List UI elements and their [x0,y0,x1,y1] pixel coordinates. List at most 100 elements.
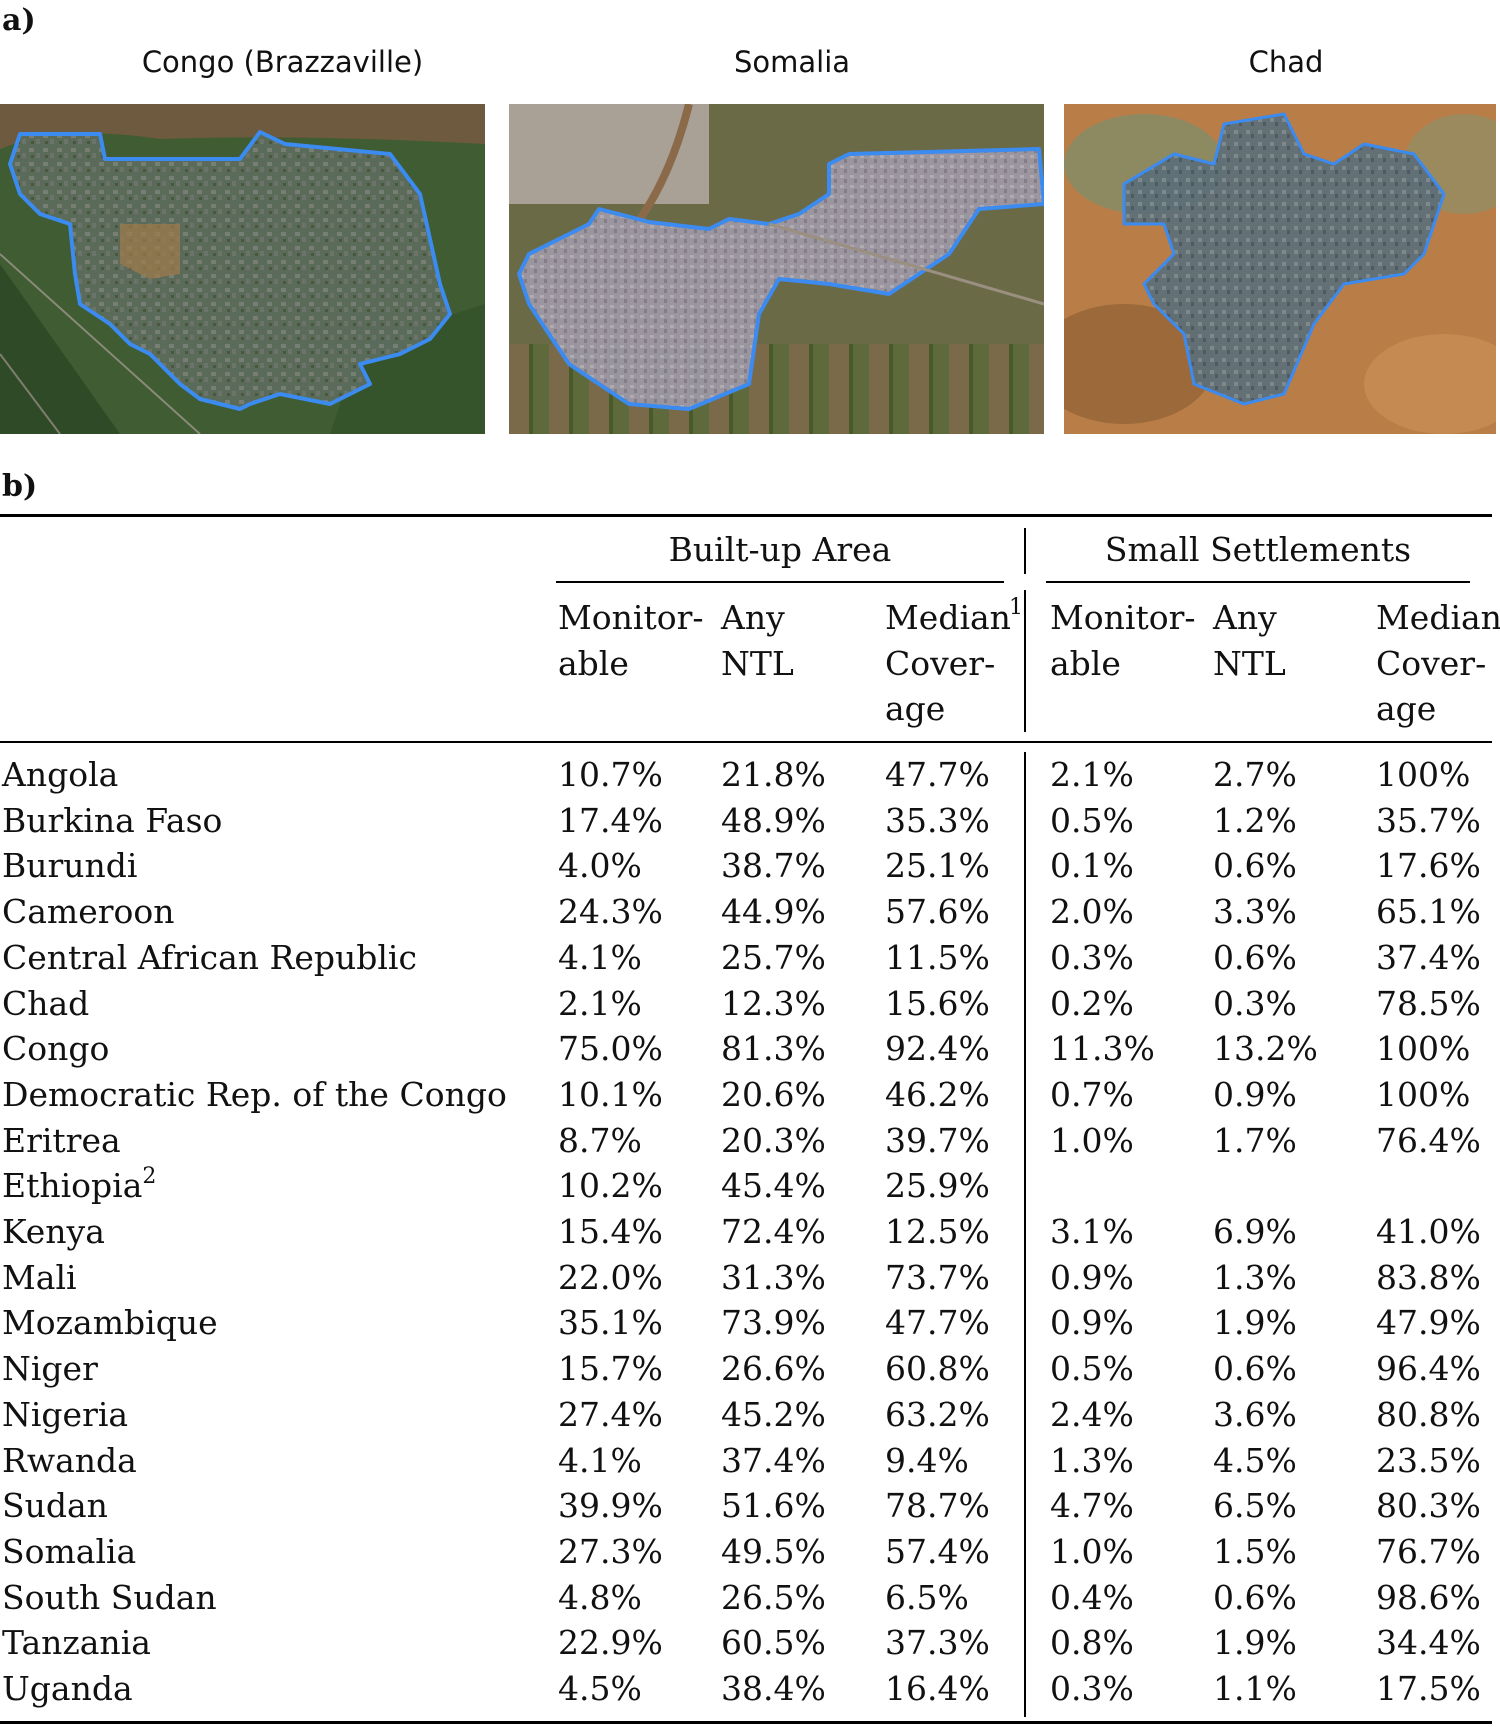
group-rule-built-up [556,581,1004,583]
country-label: Democratic Rep. of the Congo [2,1074,507,1114]
column-header-4-line-2: able [1050,643,1121,683]
table-cell: 60.8% [885,1349,990,1389]
table-cell: 48.9% [721,800,826,840]
table-cell: 39.7% [885,1120,990,1160]
table-cell: 8.7% [558,1120,642,1160]
table-cell: 100% [1376,755,1471,794]
table-cell: 9.4% [885,1440,969,1480]
table-cell: 3.3% [1213,892,1297,932]
column-header-4-line-1: Monitor- [1050,598,1196,637]
table-cell: 17.5% [1376,1669,1481,1708]
country-label: Burkina Faso [2,800,223,840]
table-bottom-rule [0,1721,1492,1724]
country-footnote: 2 [142,1164,157,1190]
table-cell: 1.9% [1213,1303,1297,1343]
table-cell: 0.6% [1213,846,1297,886]
table-cell: 73.9% [721,1303,826,1343]
table-cell: 16.4% [885,1669,990,1708]
country-label: Cameroon [2,892,175,932]
country-label: Mali [2,1257,77,1297]
table-cell: 38.4% [721,1669,826,1708]
table-cell: 2.4% [1050,1394,1134,1434]
country-name: Congo [2,1026,109,1071]
table-cell: 25.1% [885,846,990,886]
header-bottom-rule [0,741,1492,743]
table-cell: 10.7% [558,755,663,794]
table-cell: 39.9% [558,1486,663,1526]
satellite-image-congo [0,104,485,434]
country-label: Uganda [2,1669,133,1708]
country-label: Mozambique [2,1303,218,1343]
table-cell: 3.6% [1213,1394,1297,1434]
table-cell: 27.3% [558,1531,663,1571]
table-cell: 47.7% [885,1303,990,1343]
column-header-1-line-1: Monitor- [558,598,704,637]
country-label: Burundi [2,846,138,886]
table-cell: 1.3% [1050,1440,1134,1480]
column-header-3-line-3: age [885,689,946,728]
country-label: Angola [2,755,119,794]
table-cell: 0.5% [1050,1349,1134,1389]
table-cell: 38.7% [721,846,826,886]
table-cell: 22.0% [558,1257,663,1297]
table-cell: 45.2% [721,1394,826,1434]
country-label: South Sudan [2,1577,217,1617]
table-cell: 100% [1376,1029,1471,1069]
country-name: South Sudan [2,1575,217,1620]
table-cell: 6.5% [1213,1486,1297,1526]
country-name: Tanzania [2,1620,151,1665]
table-cell: 78.5% [1376,983,1481,1023]
satellite-image-chad [1064,104,1496,434]
table-cell: 34.4% [1376,1623,1481,1663]
country-name: Mozambique [2,1300,218,1345]
table-cell: 37.3% [885,1623,990,1663]
table-cell: 0.9% [1213,1074,1297,1114]
table-cell: 15.4% [558,1212,663,1251]
table-cell: 12.3% [721,983,826,1023]
country-name: Mali [2,1255,77,1300]
table-cell: 37.4% [1376,937,1481,977]
country-name: Rwanda [2,1438,137,1483]
column-header-2-line-2: NTL [721,643,794,683]
group-header-built-up-area: Built-up Area [668,530,892,569]
country-label: Sudan [2,1486,108,1526]
table-cell: 100% [1376,1074,1471,1114]
column-header-5-line-1: Any [1213,598,1277,637]
table-cell: 15.7% [558,1349,663,1389]
table-cell: 96.4% [1376,1349,1481,1389]
table-cell: 57.6% [885,892,990,932]
country-name: Sudan [2,1483,108,1528]
table-cell: 21.8% [721,755,826,794]
table-cell: 4.1% [558,937,642,977]
table-cell: 0.5% [1050,800,1134,840]
table-cell: 17.6% [1376,846,1481,886]
table-cell: 13.2% [1213,1029,1318,1069]
column-divider-header [1024,528,1026,574]
table-cell: 41.0% [1376,1212,1481,1251]
country-name: Chad [2,981,89,1026]
table-cell: 35.3% [885,800,990,840]
country-name: Uganda [2,1666,133,1711]
table-cell: 35.7% [1376,800,1481,840]
country-label: Nigeria [2,1394,129,1434]
table-cell: 22.9% [558,1623,663,1663]
country-label: Somalia [2,1531,137,1571]
table-cell: 2.1% [1050,755,1134,794]
table-cell: 1.0% [1050,1120,1134,1160]
table-cell: 47.7% [885,755,990,794]
table-cell: 25.9% [885,1166,990,1206]
table-cell: 0.2% [1050,983,1134,1023]
table-cell: 35.1% [558,1303,663,1343]
table-cell: 0.6% [1213,1349,1297,1389]
image-title-congo: Congo (Brazzaville) [141,45,424,79]
column-header-1-line-2: able [558,643,629,683]
table-cell: 6.5% [885,1577,969,1617]
table-cell: 46.2% [885,1074,990,1114]
table-cell: 11.3% [1050,1029,1155,1069]
table-cell: 0.1% [1050,846,1134,886]
table-cell: 51.6% [721,1486,826,1526]
table-cell: 23.5% [1376,1440,1481,1480]
table-cell: 76.7% [1376,1531,1481,1571]
table-cell: 31.3% [721,1257,826,1297]
image-title-chad: Chad [1248,45,1324,79]
